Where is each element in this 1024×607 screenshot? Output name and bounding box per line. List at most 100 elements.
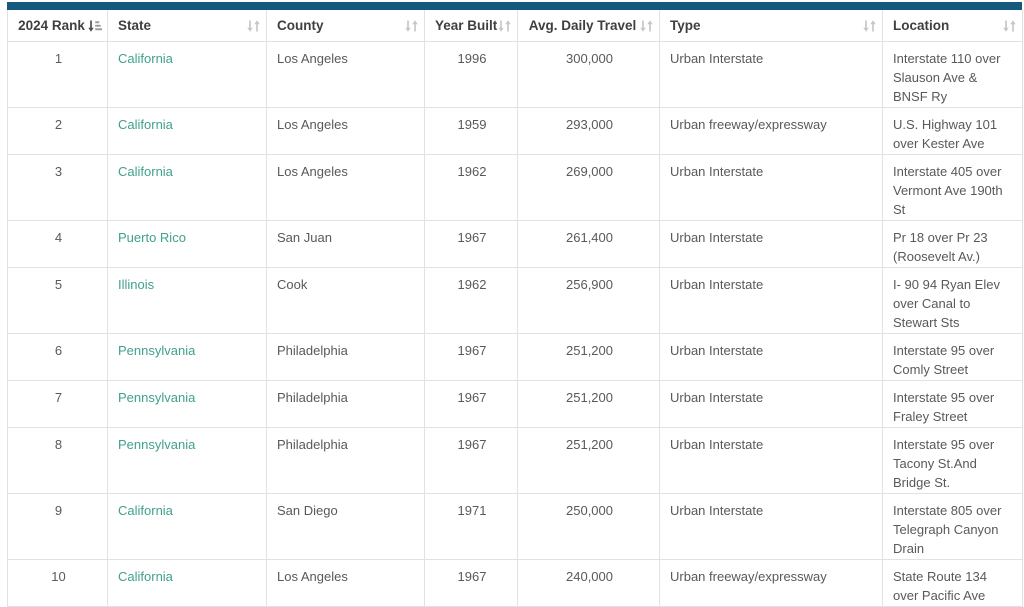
sort-amount-down-icon xyxy=(87,19,102,32)
cell-state: California xyxy=(107,154,267,221)
cell-location: Pr 18 over Pr 23 (Roosevelt Av.) xyxy=(882,220,1023,268)
table-row: 9 California San Diego 1971 250,000 Urban Int… xyxy=(7,493,1023,560)
table-row: 3 California Los Angeles 1962 269,000 Urban I… xyxy=(7,154,1023,221)
state-link[interactable]: California xyxy=(118,51,173,66)
sort-both-icon xyxy=(246,19,261,32)
cell-rank: 9 xyxy=(7,493,108,560)
cell-location: Interstate 95 over Tacony St.And Bridge … xyxy=(882,427,1023,494)
column-header-label: Type xyxy=(670,18,701,33)
header-row: 2024 Rank State County Year Built Avg. Daily… xyxy=(7,10,1023,42)
sort-both-icon xyxy=(1002,19,1017,32)
cell-state: California xyxy=(107,107,267,155)
cell-type: Urban Interstate xyxy=(659,427,883,494)
table-row: 1 California Los Angeles 1996 300,000 Urban I… xyxy=(7,41,1023,108)
state-link[interactable]: California xyxy=(118,117,173,132)
cell-adt: 250,000 xyxy=(517,493,660,560)
cell-adt: 251,200 xyxy=(517,380,660,428)
state-link[interactable]: California xyxy=(118,569,173,584)
cell-type: Urban Interstate xyxy=(659,333,883,381)
column-header-state[interactable]: State xyxy=(107,10,267,42)
cell-year: 1967 xyxy=(424,380,518,428)
cell-adt: 240,000 xyxy=(517,559,660,607)
cell-type: Urban Interstate xyxy=(659,220,883,268)
cell-year: 1971 xyxy=(424,493,518,560)
sort-both-icon xyxy=(862,19,877,32)
state-link[interactable]: Illinois xyxy=(118,277,155,292)
cell-type: Urban Interstate xyxy=(659,41,883,108)
table-row: 7 Pennsylvania Philadelphia 1967 251,200 Urba… xyxy=(7,380,1023,428)
column-header-type[interactable]: Type xyxy=(659,10,883,42)
sort-both-icon xyxy=(639,19,654,32)
table-row: 5 Illinois Cook 1962 256,900 Urban Interstate… xyxy=(7,267,1023,334)
table-row: 4 Puerto Rico San Juan 1967 261,400 Urban Int… xyxy=(7,220,1023,268)
table-top-accent-bar xyxy=(7,2,1022,10)
cell-location: Interstate 805 over Telegraph Canyon Dra… xyxy=(882,493,1023,560)
state-link[interactable]: Puerto Rico xyxy=(118,230,186,245)
cell-type: Urban Interstate xyxy=(659,267,883,334)
table-body: 1 California Los Angeles 1996 300,000 Urban I… xyxy=(7,41,1023,607)
column-header-adt[interactable]: Avg. Daily Travel xyxy=(517,10,660,42)
state-link[interactable]: California xyxy=(118,164,173,179)
cell-county: Los Angeles xyxy=(266,154,425,221)
state-link[interactable]: Pennsylvania xyxy=(118,390,196,405)
column-header-year[interactable]: Year Built xyxy=(424,10,518,42)
cell-year: 1967 xyxy=(424,220,518,268)
sort-both-icon xyxy=(404,19,419,32)
cell-adt: 256,900 xyxy=(517,267,660,334)
cell-state: Pennsylvania xyxy=(107,333,267,381)
cell-location: Interstate 95 over Fraley Street xyxy=(882,380,1023,428)
column-header-label: County xyxy=(277,18,324,33)
column-header-rank[interactable]: 2024 Rank xyxy=(7,10,108,42)
cell-location: Interstate 110 over Slauson Ave & BNSF R… xyxy=(882,41,1023,108)
state-link[interactable]: California xyxy=(118,503,173,518)
cell-year: 1962 xyxy=(424,267,518,334)
cell-type: Urban Interstate xyxy=(659,154,883,221)
cell-county: San Juan xyxy=(266,220,425,268)
cell-county: Los Angeles xyxy=(266,107,425,155)
cell-state: California xyxy=(107,559,267,607)
cell-state: Pennsylvania xyxy=(107,380,267,428)
cell-rank: 4 xyxy=(7,220,108,268)
cell-county: Philadelphia xyxy=(266,380,425,428)
table-row: 6 Pennsylvania Philadelphia 1967 251,200 Urba… xyxy=(7,333,1023,381)
cell-year: 1967 xyxy=(424,559,518,607)
cell-state: Illinois xyxy=(107,267,267,334)
cell-adt: 269,000 xyxy=(517,154,660,221)
cell-county: Philadelphia xyxy=(266,427,425,494)
cell-state: California xyxy=(107,41,267,108)
table-row: 2 California Los Angeles 1959 293,000 Urban f… xyxy=(7,107,1023,155)
bridges-table: 2024 Rank State County Year Built Avg. Daily… xyxy=(7,10,1023,607)
cell-adt: 293,000 xyxy=(517,107,660,155)
column-header-county[interactable]: County xyxy=(266,10,425,42)
cell-year: 1959 xyxy=(424,107,518,155)
bridges-table-container: 2024 Rank State County Year Built Avg. Daily… xyxy=(7,2,1023,607)
cell-rank: 10 xyxy=(7,559,108,607)
cell-location: Interstate 405 over Vermont Ave 190th St xyxy=(882,154,1023,221)
column-header-label: Year Built xyxy=(435,18,498,33)
cell-type: Urban freeway/expressway xyxy=(659,559,883,607)
cell-year: 1967 xyxy=(424,333,518,381)
cell-adt: 300,000 xyxy=(517,41,660,108)
state-link[interactable]: Pennsylvania xyxy=(118,437,196,452)
column-header-location[interactable]: Location xyxy=(882,10,1023,42)
cell-year: 1962 xyxy=(424,154,518,221)
cell-location: I- 90 94 Ryan Elev over Canal to Stewart… xyxy=(882,267,1023,334)
column-header-label: Location xyxy=(893,18,950,33)
cell-rank: 2 xyxy=(7,107,108,155)
cell-county: Cook xyxy=(266,267,425,334)
table-row: 8 Pennsylvania Philadelphia 1967 251,200 Urba… xyxy=(7,427,1023,494)
state-link[interactable]: Pennsylvania xyxy=(118,343,196,358)
cell-location: Interstate 95 over Comly Street xyxy=(882,333,1023,381)
cell-rank: 6 xyxy=(7,333,108,381)
cell-county: Los Angeles xyxy=(266,559,425,607)
cell-state: Pennsylvania xyxy=(107,427,267,494)
cell-county: Philadelphia xyxy=(266,333,425,381)
column-header-label: Avg. Daily Travel xyxy=(528,18,637,33)
cell-county: Los Angeles xyxy=(266,41,425,108)
cell-rank: 7 xyxy=(7,380,108,428)
cell-location: U.S. Highway 101 over Kester Ave xyxy=(882,107,1023,155)
cell-rank: 3 xyxy=(7,154,108,221)
cell-adt: 251,200 xyxy=(517,427,660,494)
cell-type: Urban Interstate xyxy=(659,493,883,560)
cell-state: Puerto Rico xyxy=(107,220,267,268)
